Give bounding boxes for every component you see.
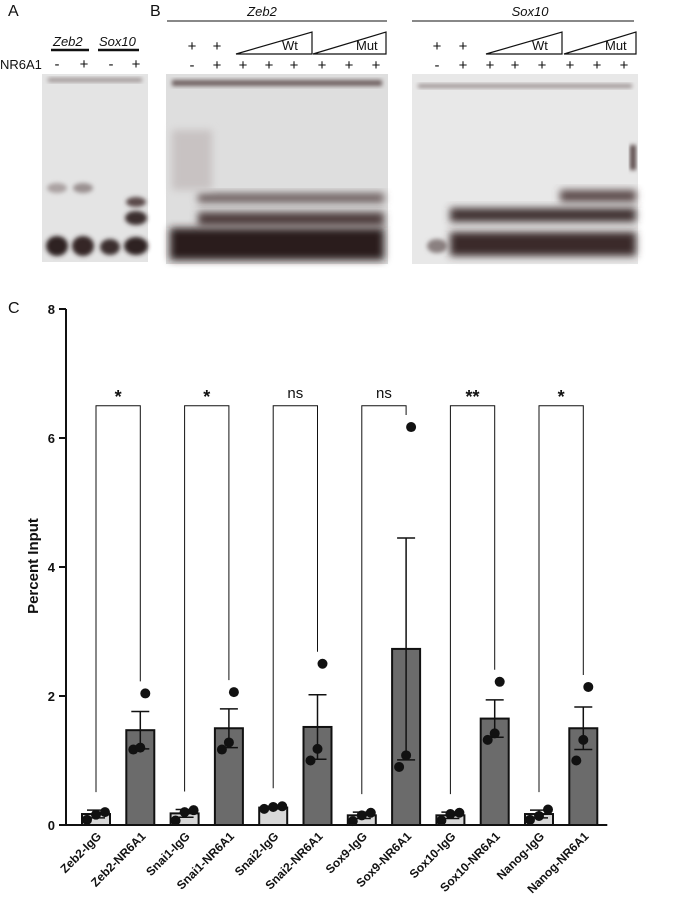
sign-a-1: - [55,56,60,73]
bar-chart: 02468Zeb2-IgGZeb2-NR6A1Snai1-IgGSnai1-NR… [48,302,608,896]
data-point [454,807,465,818]
data-point [228,687,239,698]
gene-label-sox10-b: Sox10 [512,4,550,19]
data-point [170,815,181,826]
gel-image-zeb2 [166,74,388,264]
sign-sox10-r2-6: + [566,57,575,74]
data-point [534,810,544,821]
gel-image-sox10 [412,74,638,264]
data-point [406,422,417,433]
data-point [188,805,199,816]
data-point [179,807,190,818]
sign-sox10-r2-1: - [435,57,440,74]
y-tick-label: 6 [48,431,55,446]
significance-label: * [558,387,565,407]
y-axis-label: Percent Input [25,518,42,614]
sign-zeb2-r2-1: - [190,57,195,74]
sign-zeb2-r1-1: + [188,38,197,55]
panel-label-a: A [8,3,19,20]
gel-image-a [42,74,148,262]
data-point [525,814,535,825]
data-point [317,658,328,669]
sign-sox10-r2-7: + [593,57,602,74]
data-point [135,742,146,753]
data-point [489,728,500,739]
gene-label-sox10-a: Sox10 [99,34,137,49]
significance-label: ns [376,385,392,402]
gene-label-zeb2-a: Zeb2 [52,34,83,49]
data-point [91,809,101,820]
data-point [494,676,505,687]
sign-zeb2-r2-8: + [372,57,381,74]
data-point [216,744,227,755]
data-point [436,815,447,826]
sign-zeb2-r1-2: + [213,38,222,55]
y-tick-label: 8 [48,302,55,317]
wt-wedge-sox10 [485,31,563,55]
sign-zeb2-r2-5: + [290,57,299,74]
significance-label: ** [466,387,480,407]
data-point [365,807,376,818]
sign-a-3: - [109,56,114,73]
significance-bracket [272,405,318,789]
sign-zeb2-r2-6: + [318,57,327,74]
sign-a-2: + [80,56,89,73]
significance-bracket [449,405,496,795]
data-point [312,743,323,754]
data-point [305,755,316,766]
data-point [259,803,270,814]
data-point [394,761,405,772]
data-point [578,734,589,745]
mut-label-zeb2: Mut [356,38,378,53]
data-point [356,810,367,821]
sign-sox10-r2-3: + [486,57,495,74]
significance-bracket [361,405,407,795]
data-point [82,814,92,825]
gene-label-zeb2-b: Zeb2 [246,4,277,19]
category-label: Zeb2-IgG [57,829,104,876]
sign-a-4: + [132,56,141,73]
data-point [223,737,234,748]
mut-wedge-sox10 [563,31,637,55]
sign-zeb2-r2-7: + [345,57,354,74]
data-point [140,688,151,699]
mut-label-sox10: Mut [605,38,627,53]
significance-bracket [95,405,141,793]
data-point [277,801,288,812]
data-point [543,804,553,815]
sign-sox10-r1-2: + [459,38,468,55]
mut-wedge-zeb2 [312,31,387,55]
data-point [401,750,412,761]
data-point [445,809,456,820]
wt-label-zeb2: Wt [282,38,298,53]
data-point [571,755,582,766]
panel-label-c: C [8,300,20,317]
nr6a1-row-label: NR6A1 [0,57,42,72]
data-point [347,816,358,827]
y-tick-label: 0 [48,818,55,833]
wt-wedge-zeb2 [235,31,313,55]
sign-sox10-r2-8: + [620,57,629,74]
wt-label-sox10: Wt [532,38,548,53]
data-point [583,681,594,692]
significance-label: ns [287,385,303,402]
data-point [482,734,493,745]
significance-label: * [203,387,210,407]
significance-bracket [538,405,584,793]
significance-label: * [115,387,122,407]
y-tick-label: 2 [48,689,55,704]
sign-sox10-r2-2: + [459,57,468,74]
sign-sox10-r2-4: + [511,57,520,74]
y-tick-label: 4 [48,560,56,575]
panel-label-b: B [150,3,161,20]
data-point [268,801,279,812]
sign-zeb2-r2-2: + [213,57,222,74]
sign-sox10-r1-1: + [433,38,442,55]
sign-zeb2-r2-4: + [265,57,274,74]
data-point [100,807,110,818]
sign-zeb2-r2-3: + [239,57,248,74]
significance-bracket [184,405,230,792]
sign-sox10-r2-5: + [538,57,547,74]
